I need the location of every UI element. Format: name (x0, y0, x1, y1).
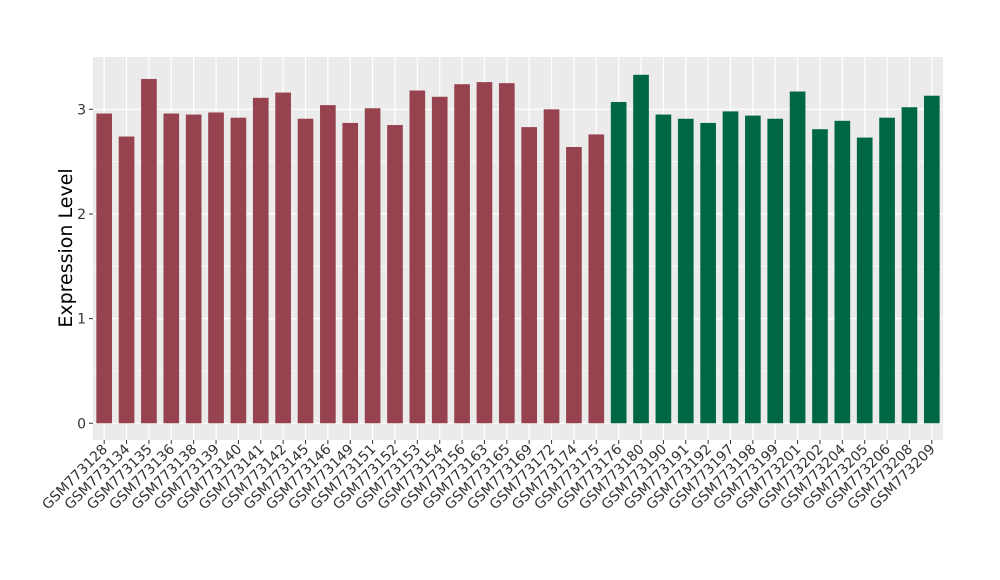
bar-GSM773202 (812, 129, 828, 424)
bar-GSM773134 (118, 136, 135, 424)
bar-GSM773209 (923, 95, 940, 424)
bar-GSM773174 (566, 146, 582, 424)
bar-GSM773145 (297, 118, 314, 424)
bar-GSM773191 (677, 118, 694, 424)
bar-GSM773142 (275, 92, 291, 424)
bar-GSM773198 (745, 115, 761, 424)
bar-GSM773165 (498, 83, 515, 424)
bar-GSM773140 (230, 117, 247, 424)
bar-GSM773152 (387, 125, 403, 424)
bar-GSM773135 (141, 78, 157, 424)
bar-GSM773138 (185, 114, 202, 424)
y-axis-title: Expression Level (55, 168, 77, 327)
y-tick-label: 3 (77, 102, 86, 118)
bar-GSM773153 (409, 90, 426, 424)
bar-GSM773176 (610, 101, 627, 424)
bar-GSM773192 (700, 122, 716, 424)
bar-GSM773156 (454, 84, 470, 424)
bar-GSM773163 (476, 82, 493, 424)
bar-GSM773154 (431, 96, 448, 424)
bar-GSM773190 (655, 114, 672, 424)
y-tick-label: 2 (77, 207, 86, 223)
bar-GSM773136 (163, 113, 180, 424)
x-axis: GSM773128GSM773134GSM773135GSM773136GSM7… (39, 440, 939, 513)
y-tick-label: 1 (77, 312, 86, 328)
bar-GSM773146 (320, 105, 336, 424)
bar-GSM773141 (252, 97, 269, 424)
bar-GSM773128 (96, 113, 113, 424)
bar-GSM773180 (633, 74, 649, 424)
bar-GSM773197 (722, 111, 739, 424)
bar-GSM773208 (901, 107, 918, 424)
bar-GSM773172 (543, 109, 560, 424)
bars (96, 74, 940, 424)
bar-GSM773201 (789, 91, 806, 424)
bar-GSM773199 (767, 118, 784, 424)
y-axis: 0 1 2 3 (77, 102, 93, 432)
bar-GSM773175 (588, 134, 605, 424)
bar-GSM773139 (208, 112, 224, 424)
bar-GSM773169 (521, 127, 538, 424)
bar-GSM773204 (834, 120, 851, 424)
bar-GSM773149 (342, 122, 359, 424)
bar-GSM773151 (364, 108, 381, 424)
y-tick-label: 0 (77, 416, 86, 432)
bar-GSM773205 (856, 137, 873, 424)
bar-GSM773206 (879, 117, 895, 424)
